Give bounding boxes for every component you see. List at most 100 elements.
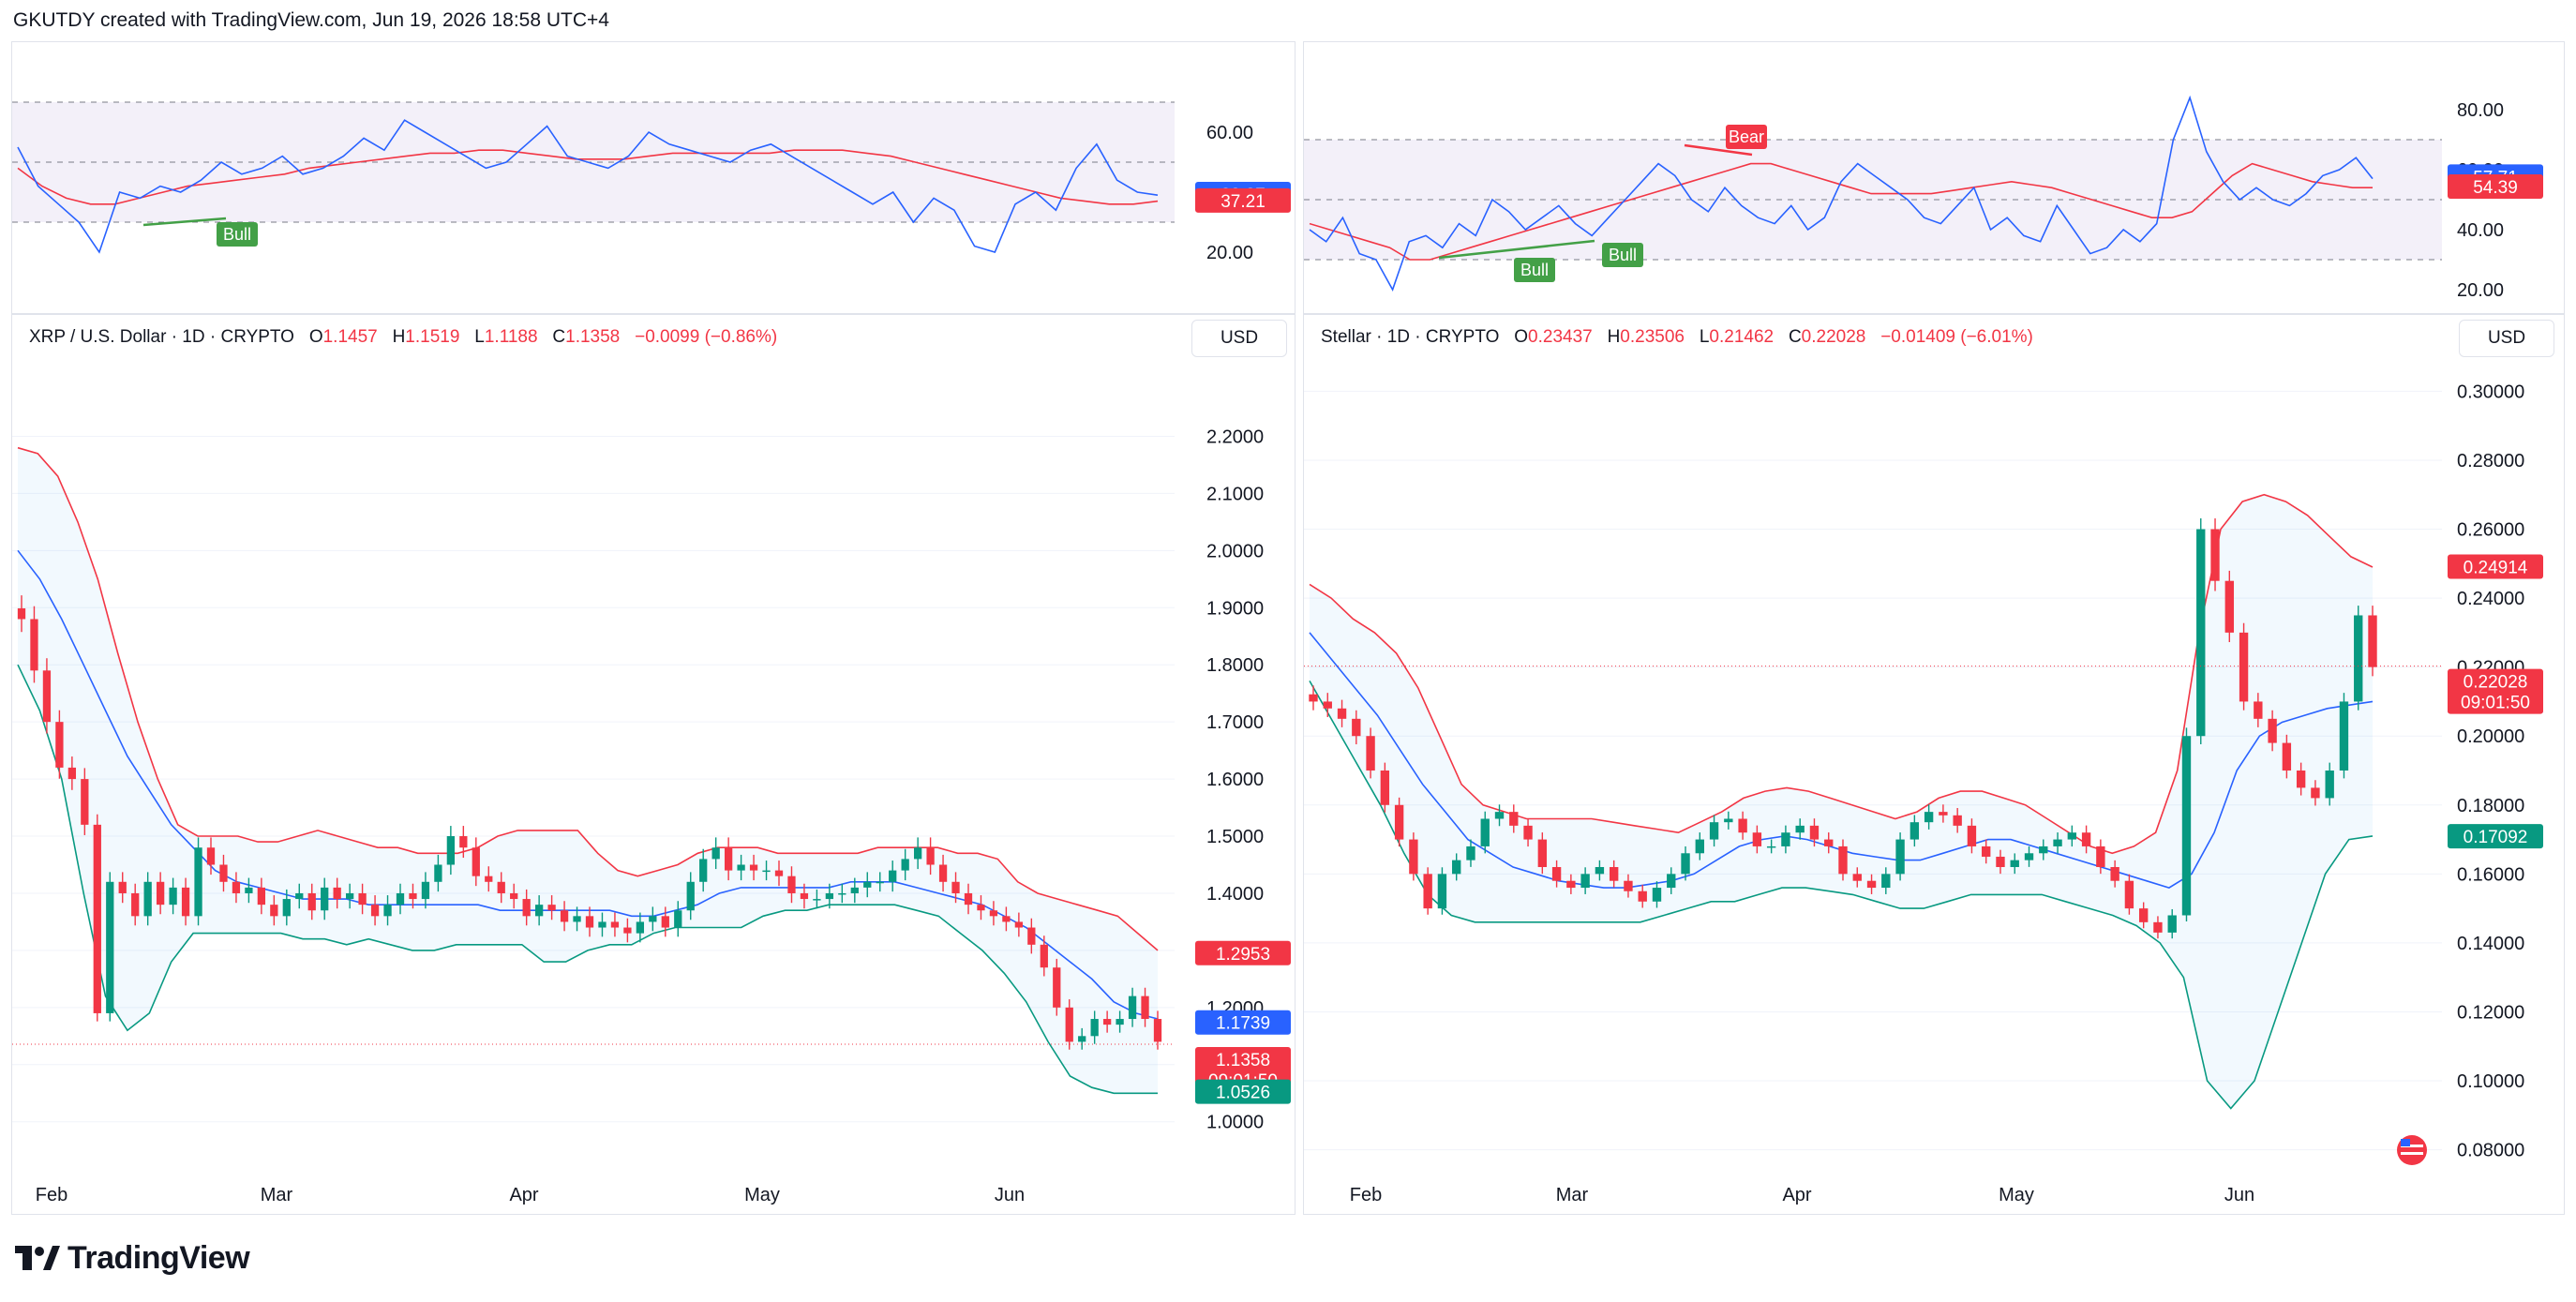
candle-body xyxy=(863,881,872,888)
high-value: 0.23506 xyxy=(1620,327,1685,347)
chart-panel-xrp[interactable]: 2.2000 2.1000 2.0000 1.9000 1.8000 1.7000 1.60… xyxy=(11,41,1295,1215)
tradingview-logo-icon xyxy=(15,1246,60,1270)
candle-body xyxy=(42,670,52,723)
currency-button[interactable]: USD xyxy=(1191,320,1287,357)
candle-body xyxy=(143,881,152,917)
chart-panel-xlm[interactable]: 0.30000 0.28000 0.26000 0.24000 0.22000 0.200… xyxy=(1303,41,2565,1215)
bull-label: Bull xyxy=(223,225,251,244)
bb-upper-tag: 0.24914 xyxy=(2464,558,2528,577)
candle-body xyxy=(333,887,341,900)
last-price-tag-countdown: 09:01:50 xyxy=(2461,694,2530,713)
candle-body xyxy=(1852,874,1862,881)
candle-body xyxy=(1967,825,1977,846)
candle-body xyxy=(1551,866,1562,881)
high-value: 1.1519 xyxy=(405,327,460,347)
candle-body xyxy=(2368,615,2377,667)
candle-body xyxy=(2067,832,2077,840)
candle-body xyxy=(2010,860,2019,867)
open-value: 1.1457 xyxy=(322,327,378,347)
open-label: O xyxy=(1514,327,1529,347)
candle-body xyxy=(901,859,909,871)
candle-body xyxy=(2053,839,2062,846)
bollinger-lower-line xyxy=(1309,681,2374,1110)
candle-body xyxy=(257,887,266,905)
candle-body xyxy=(636,921,645,934)
candle-body xyxy=(1116,1019,1124,1025)
price-axis-label: 1.7000 xyxy=(1206,712,1264,733)
candle-body xyxy=(1452,860,1461,875)
candle-body xyxy=(1652,888,1662,902)
candle-body xyxy=(787,875,796,893)
rsi-axis-label: 60.00 xyxy=(1206,123,1253,143)
currency-button[interactable]: USD xyxy=(2459,320,2554,357)
bull-divergence-line-1 xyxy=(1438,239,1595,260)
candle-body xyxy=(1423,874,1432,909)
chart-canvas-xlm[interactable]: 0.300000.280000.260000.240000.220000.200… xyxy=(1304,42,2564,1214)
time-axis-label: May xyxy=(744,1185,780,1205)
candle-body xyxy=(232,881,241,893)
symbol-line: Stellar · 1D · CRYPTO xyxy=(1321,327,1500,347)
candle-body xyxy=(1523,825,1533,840)
candle-body xyxy=(1309,694,1318,702)
price-axis-label: 0.28000 xyxy=(2457,451,2524,471)
candle-body xyxy=(1027,927,1036,945)
candle-body xyxy=(1537,839,1548,867)
candle-body xyxy=(472,847,480,876)
candle-body xyxy=(1838,846,1848,875)
candle-body xyxy=(409,892,417,900)
bull-label-bg xyxy=(217,222,258,247)
candle-body xyxy=(1366,736,1375,771)
candle-body xyxy=(573,916,581,922)
candle-body xyxy=(485,875,493,882)
close-value: 1.1358 xyxy=(565,327,621,347)
candle-body xyxy=(131,892,140,917)
candle-body xyxy=(876,881,884,884)
rsi-line xyxy=(1309,95,2374,292)
candle-body xyxy=(1681,853,1690,875)
candle-body xyxy=(800,892,809,900)
bb-lower-tag-bg xyxy=(1195,1079,1291,1104)
candle-body xyxy=(1040,944,1048,968)
candle-body xyxy=(598,921,607,928)
candle-body xyxy=(181,887,190,917)
low-label: L xyxy=(1699,327,1710,347)
time-axis-label: Apr xyxy=(1782,1185,1811,1205)
bull-label-1: Bull xyxy=(1520,261,1549,279)
bb-lower-tag-bg xyxy=(2448,824,2543,849)
candle-body xyxy=(737,864,745,871)
bollinger-band-fill xyxy=(1310,494,2373,1109)
bollinger-upper-line xyxy=(1309,493,2374,855)
us-flag-stripe xyxy=(2401,1152,2423,1155)
bb-upper-tag-bg xyxy=(2448,554,2543,579)
candle-body xyxy=(1352,718,1361,737)
ohlc-legend-xrp: XRP / U.S. Dollar · 1D · CRYPTO O1.1457 … xyxy=(29,327,777,348)
us-flag-canton xyxy=(2401,1139,2410,1146)
candle-body xyxy=(206,847,216,865)
candle-body xyxy=(510,892,518,900)
tradingview-logo[interactable]: TradingView xyxy=(15,1237,250,1279)
candle-body xyxy=(560,910,569,922)
low-value: 0.21462 xyxy=(1709,327,1775,347)
bollinger-upper-line xyxy=(17,446,1159,951)
chart-canvas-xrp[interactable]: 2.2000 2.1000 2.0000 1.9000 1.8000 1.7000 1.60… xyxy=(12,42,1295,1214)
bb-basis-tag-bg xyxy=(1195,1010,1291,1035)
candle-body xyxy=(2096,846,2105,867)
candle-body xyxy=(1090,1019,1099,1037)
last-price-tag: 0.22028 xyxy=(2464,673,2528,693)
price-axis-label: 1.6000 xyxy=(1206,770,1264,790)
candle-body xyxy=(749,864,758,871)
bb-upper-tag-bg xyxy=(1195,940,1291,965)
candle-body xyxy=(1667,874,1676,889)
candle-body xyxy=(762,870,771,873)
candle-body xyxy=(951,881,960,893)
candle-body xyxy=(1065,1007,1073,1042)
high-label: H xyxy=(392,327,406,347)
candle-body xyxy=(1014,921,1024,928)
candle-body xyxy=(1752,832,1762,846)
time-axis-label: Feb xyxy=(36,1185,67,1205)
price-axis-label: 0.10000 xyxy=(2457,1071,2524,1092)
candle-body xyxy=(1953,815,1962,826)
candle-body xyxy=(547,905,556,911)
candle-body xyxy=(2110,866,2119,881)
rsi-axis-label: 20.00 xyxy=(1206,243,1253,263)
